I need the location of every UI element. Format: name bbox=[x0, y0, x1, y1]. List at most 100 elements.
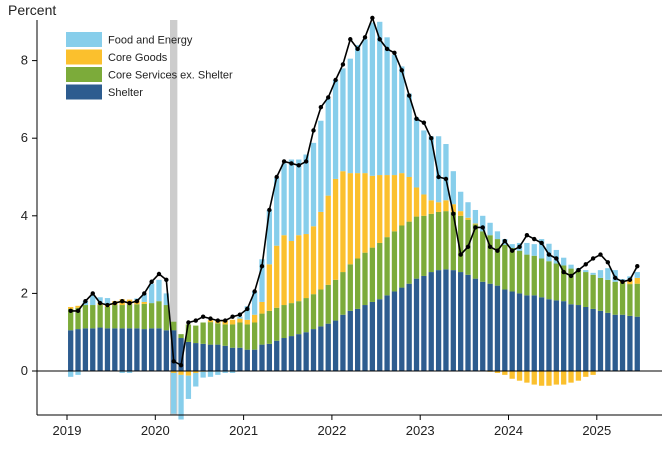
total-line-point bbox=[605, 260, 611, 265]
bar-core_services bbox=[163, 305, 169, 331]
shaded-period bbox=[170, 20, 178, 415]
bar-core_services bbox=[524, 254, 530, 296]
total-line-point bbox=[281, 159, 287, 164]
bar-core_services bbox=[480, 231, 486, 282]
total-line-point bbox=[223, 318, 228, 323]
total-line-point bbox=[406, 93, 412, 98]
total-line-point bbox=[392, 50, 397, 56]
bar-shelter bbox=[450, 270, 456, 371]
bar-core_services bbox=[178, 334, 184, 339]
bar-food_energy bbox=[193, 372, 199, 387]
bar-core_goods bbox=[509, 371, 515, 379]
bar-shelter bbox=[369, 301, 376, 371]
bar-food_energy bbox=[274, 177, 280, 246]
total-line-point bbox=[576, 267, 581, 273]
legend-label-core_goods: Core Goods bbox=[108, 52, 168, 64]
bar-food_energy bbox=[215, 371, 221, 375]
total-line-point bbox=[83, 298, 88, 304]
bar-shelter bbox=[465, 274, 471, 371]
total-line-point bbox=[509, 248, 515, 253]
total-line-point bbox=[583, 262, 588, 267]
bar-shelter bbox=[156, 328, 162, 371]
bar-food_energy bbox=[303, 154, 309, 235]
bar-core_services bbox=[90, 305, 96, 329]
bar-core_goods bbox=[435, 202, 442, 212]
bar-shelter bbox=[310, 329, 317, 371]
bar-shelter bbox=[435, 270, 442, 371]
bar-food_energy bbox=[472, 209, 479, 224]
bar-core_services bbox=[487, 235, 493, 284]
bar-core_services bbox=[237, 322, 243, 348]
bar-core_services bbox=[229, 324, 236, 348]
bar-core_services bbox=[134, 304, 140, 329]
bar-shelter bbox=[104, 328, 111, 371]
y-tick-label: 6 bbox=[21, 130, 28, 145]
bar-shelter bbox=[377, 299, 383, 371]
bar-shelter bbox=[163, 330, 169, 371]
total-line-point bbox=[414, 116, 419, 122]
bar-shelter bbox=[443, 269, 449, 371]
bar-food_energy bbox=[251, 291, 258, 315]
bar-core_goods bbox=[340, 171, 346, 273]
bar-shelter bbox=[303, 332, 309, 371]
y-tick-label: 8 bbox=[21, 53, 28, 68]
bar-core_goods bbox=[185, 371, 192, 376]
bar-food_energy bbox=[266, 209, 273, 265]
total-line-point bbox=[311, 128, 316, 133]
bar-core_services bbox=[627, 284, 633, 316]
bar-core_goods bbox=[369, 175, 376, 248]
bar-core_services bbox=[531, 255, 537, 296]
bar-shelter bbox=[399, 287, 405, 371]
bar-core_services bbox=[435, 211, 442, 271]
legend-swatch-food_energy bbox=[66, 32, 102, 47]
bar-shelter bbox=[612, 314, 618, 371]
bar-food_energy bbox=[428, 136, 434, 201]
bar-core_goods bbox=[325, 195, 331, 285]
bar-core_goods bbox=[406, 177, 412, 222]
bar-food_energy bbox=[148, 283, 155, 304]
bar-shelter bbox=[524, 295, 530, 371]
bar-shelter bbox=[538, 297, 545, 371]
bar-core_services bbox=[119, 305, 125, 329]
bar-core_services bbox=[362, 252, 368, 306]
total-line-point bbox=[333, 77, 338, 83]
bar-core_goods bbox=[141, 301, 147, 304]
bar-food_energy bbox=[163, 293, 169, 306]
bar-food_energy bbox=[207, 371, 214, 377]
bar-shelter bbox=[406, 283, 412, 371]
bar-core_goods bbox=[472, 223, 479, 225]
bar-core_services bbox=[546, 261, 552, 300]
bar-core_services bbox=[288, 303, 295, 337]
bar-core_goods bbox=[178, 371, 184, 375]
bar-shelter bbox=[355, 308, 361, 371]
bar-core_services bbox=[406, 221, 412, 284]
bar-core_services bbox=[266, 310, 273, 344]
bar-shelter bbox=[126, 328, 133, 371]
bar-core_goods bbox=[355, 173, 361, 259]
bar-core_services bbox=[413, 216, 420, 279]
bar-food_energy bbox=[288, 159, 295, 242]
bar-shelter bbox=[494, 285, 501, 371]
legend-label-shelter: Shelter bbox=[108, 87, 143, 99]
bar-shelter bbox=[200, 343, 206, 371]
bar-core_services bbox=[200, 322, 206, 344]
bar-core_goods bbox=[494, 371, 501, 373]
bar-core_services bbox=[251, 322, 258, 350]
total-line-point bbox=[318, 104, 324, 110]
bar-food_energy bbox=[597, 270, 604, 278]
bar-food_energy bbox=[200, 371, 206, 378]
bar-core_services bbox=[347, 264, 353, 311]
total-line-point bbox=[532, 236, 537, 242]
total-line-point bbox=[237, 312, 243, 317]
bar-shelter bbox=[207, 344, 214, 371]
bar-core_goods bbox=[428, 200, 434, 214]
bar-shelter bbox=[325, 323, 331, 371]
bar-core_goods bbox=[524, 371, 530, 383]
bar-shelter bbox=[97, 327, 103, 371]
bar-core_services bbox=[399, 225, 405, 288]
bar-food_energy bbox=[318, 120, 324, 212]
x-tick-label: 2022 bbox=[317, 423, 346, 438]
bar-food_energy bbox=[104, 298, 111, 304]
bar-food_energy bbox=[171, 372, 177, 414]
bar-food_energy bbox=[355, 45, 361, 174]
